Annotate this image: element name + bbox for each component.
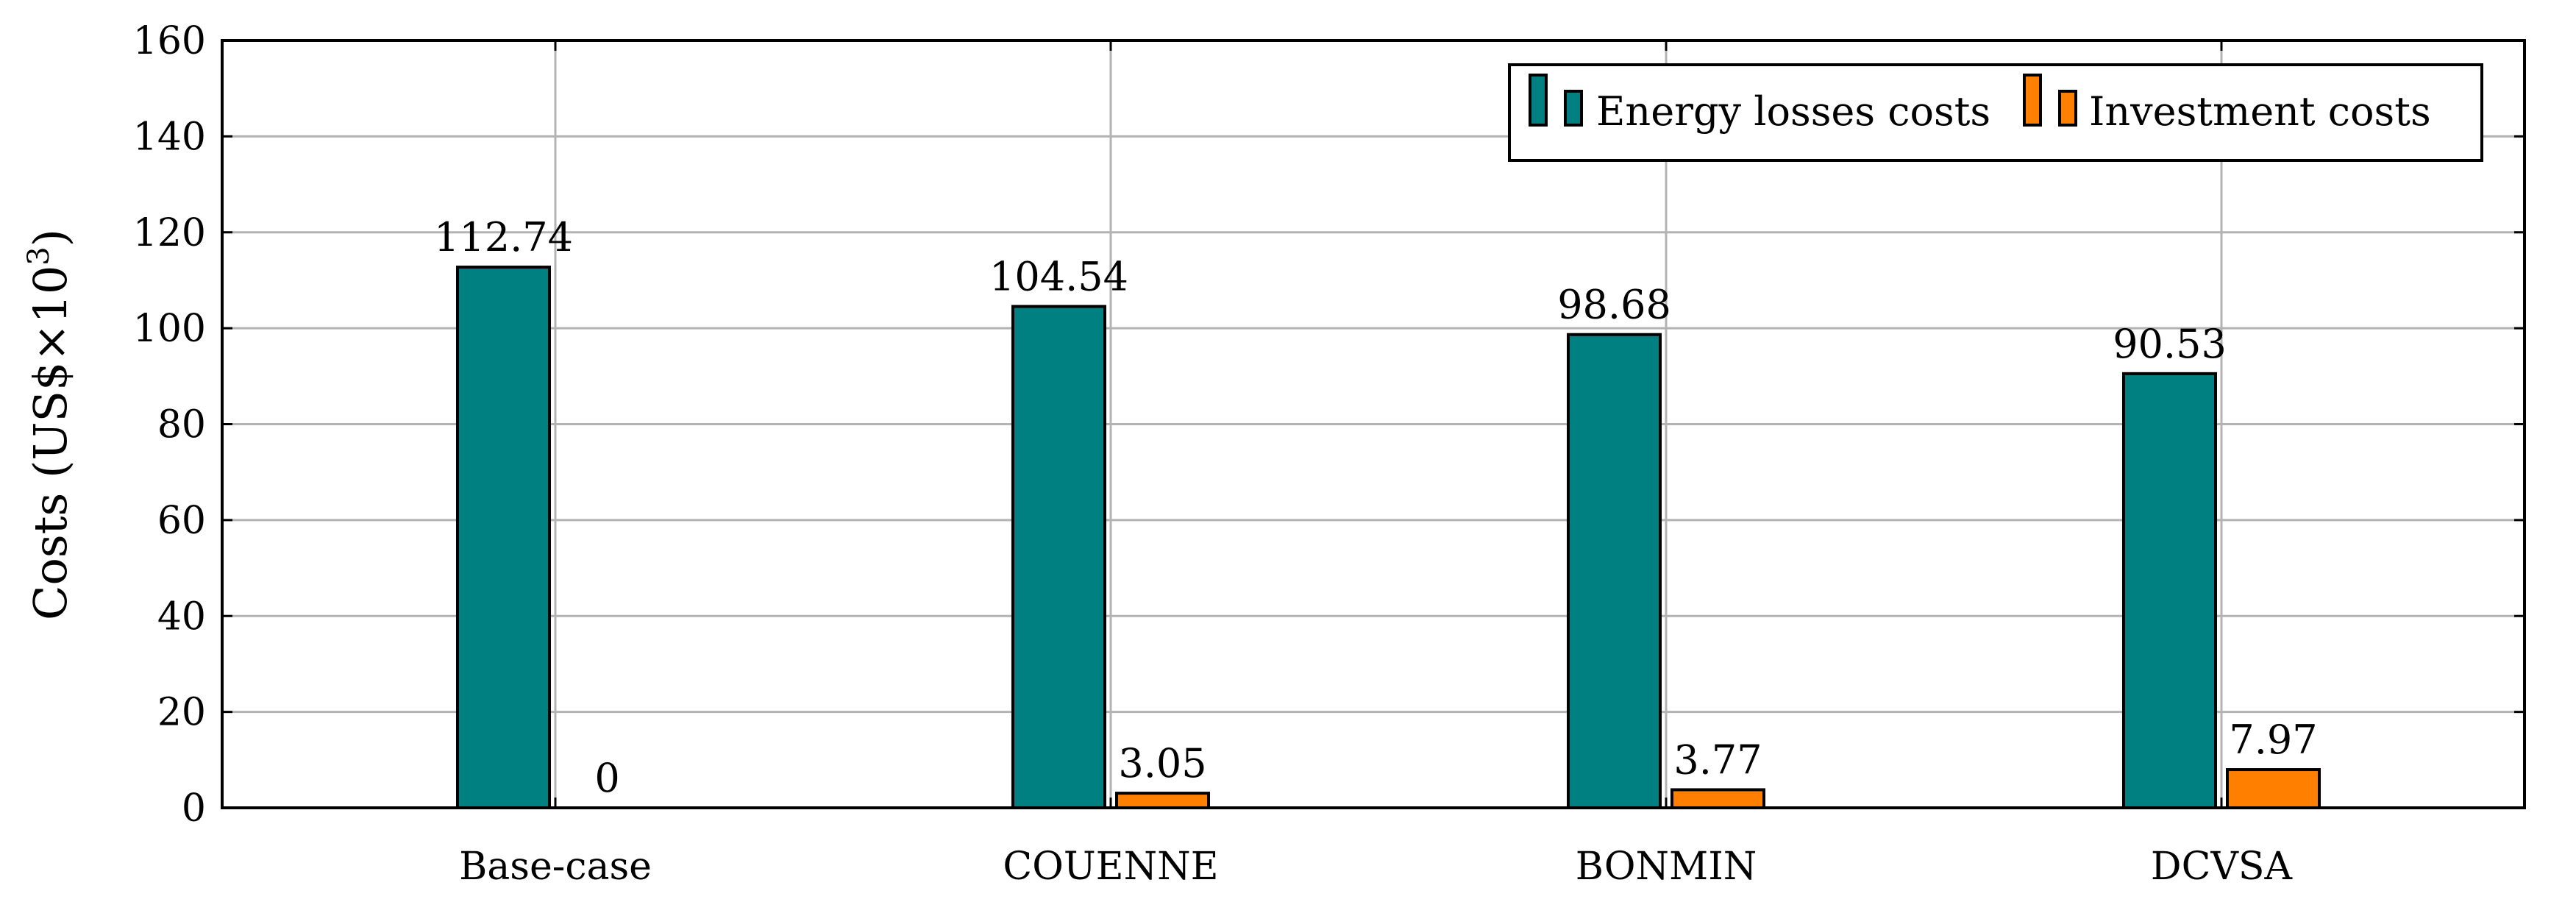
legend-swatch-investment-1	[2023, 74, 2042, 127]
legend-label-energy: Energy losses costs	[1596, 88, 1990, 135]
data-labels: 112.74 104.54 98.68 90.53 0 3.05 3.77 7.97	[434, 214, 2318, 801]
y-tick-label: 40	[157, 594, 206, 639]
y-tick-label: 100	[133, 307, 206, 351]
y-axis-label: Costs (US$×103)	[22, 229, 77, 620]
bar-investment	[2226, 768, 2321, 809]
data-label-investment: 7.97	[2229, 717, 2317, 763]
legend-label-investment: Investment costs	[2089, 88, 2431, 135]
bar-energy	[456, 266, 551, 809]
y-tick-label: 0	[182, 786, 206, 831]
data-label-investment: 0	[594, 755, 619, 801]
x-tick-label: COUENNE	[1003, 845, 1218, 889]
y-tick-label: 120	[133, 211, 206, 255]
y-tick-label: 20	[157, 691, 206, 735]
x-tick-label: Base-case	[459, 845, 652, 889]
bar-investment	[1115, 792, 1210, 809]
y-axis-ticks: 0 20 40 60 80 100 120 140 160	[133, 19, 2525, 831]
legend-box	[1508, 63, 2483, 162]
x-tick-label: BONMIN	[1576, 845, 1757, 889]
legend-swatch-investment-2	[2058, 90, 2077, 127]
bar-energy	[1567, 333, 1662, 809]
legend: Energy losses costs Investment costs	[1508, 63, 2483, 162]
y-tick-label: 140	[133, 115, 206, 159]
x-tick-label: DCVSA	[2151, 845, 2294, 889]
data-label-investment: 3.77	[1673, 736, 1762, 783]
data-label-energy: 98.68	[1557, 282, 1671, 328]
bars	[456, 266, 2321, 810]
bar-energy	[1011, 305, 1106, 810]
y-tick-label: 160	[133, 19, 206, 63]
data-label-energy: 112.74	[434, 214, 573, 260]
y-tick-label: 60	[157, 499, 206, 543]
bar-energy	[2122, 372, 2217, 810]
legend-swatch-energy-2	[1564, 90, 1583, 127]
y-tick-label: 80	[157, 403, 206, 447]
data-label-investment: 3.05	[1118, 740, 1206, 786]
bar-investment	[1671, 788, 1765, 810]
x-axis-ticks: Base-case COUENNE BONMIN DCVSA	[459, 40, 2294, 889]
data-label-energy: 104.54	[989, 254, 1128, 300]
data-label-energy: 90.53	[2113, 321, 2227, 367]
legend-swatch-energy-1	[1529, 74, 1548, 127]
